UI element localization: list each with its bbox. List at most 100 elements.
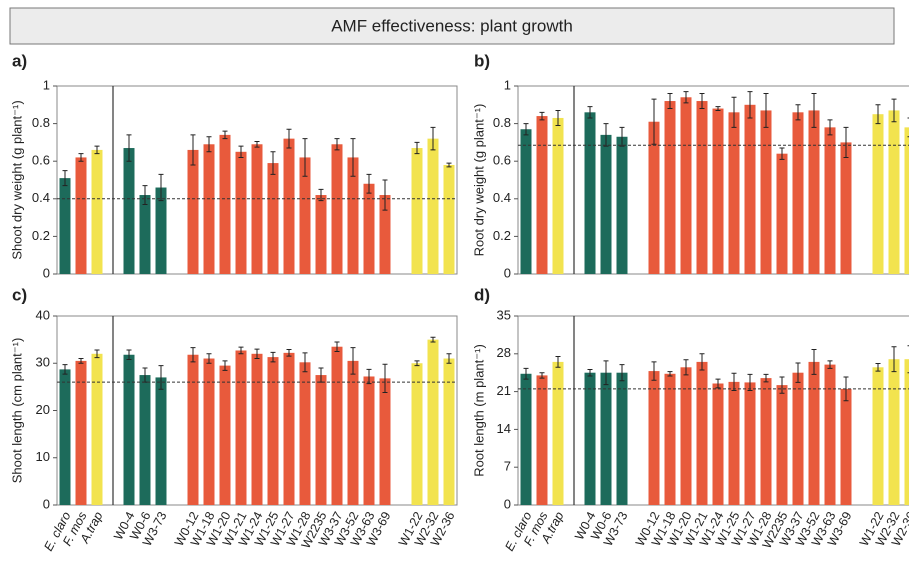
panel-label: d) [474, 285, 490, 304]
y-tick-label: 0.8 [493, 115, 511, 130]
panel-label: b) [474, 51, 490, 70]
bar [155, 377, 167, 505]
bar [347, 360, 359, 505]
bar [411, 148, 423, 274]
bar [331, 346, 343, 505]
y-tick-label: 0.6 [493, 153, 511, 168]
error-bar [414, 141, 420, 155]
bar [267, 357, 279, 505]
error-bar [142, 185, 148, 205]
error-bar [94, 145, 100, 155]
error-bar [715, 378, 721, 389]
bar [712, 108, 724, 274]
error-bar [763, 93, 769, 128]
bar [315, 195, 327, 274]
panel-label: a) [12, 51, 27, 70]
bar [616, 136, 628, 274]
bar [600, 372, 612, 505]
error-bar [683, 91, 689, 104]
bar [299, 362, 311, 505]
bar [824, 364, 836, 505]
y-tick-label: 28 [497, 345, 511, 360]
y-tick-label: 7 [504, 459, 511, 474]
error-bar [366, 173, 372, 194]
bar [872, 114, 884, 274]
bar [75, 157, 87, 274]
error-bar [334, 138, 340, 151]
bar [520, 129, 532, 274]
bar [139, 375, 151, 505]
bar [888, 359, 900, 505]
bar [443, 164, 455, 274]
error-bar [715, 106, 721, 111]
error-bar [619, 126, 625, 147]
bar [427, 138, 439, 274]
error-bar [286, 349, 292, 357]
bar [155, 187, 167, 274]
error-bar [190, 134, 196, 166]
bar [888, 110, 900, 274]
y-tick-label: 10 [36, 449, 50, 464]
y-tick-label: 1 [43, 77, 50, 92]
error-bar [446, 353, 452, 364]
y-axis-label: Root length (m plant⁻¹) [471, 344, 486, 477]
error-bar [238, 145, 244, 158]
error-bar [891, 98, 897, 123]
bar [299, 157, 311, 274]
error-bar [699, 93, 705, 110]
y-tick-label: 0.6 [32, 153, 50, 168]
error-bar [222, 130, 228, 140]
error-bar [683, 359, 689, 376]
bar [808, 110, 820, 274]
bar [187, 149, 199, 274]
y-tick-label: 1 [504, 77, 511, 92]
bar [584, 372, 596, 505]
bar [363, 376, 375, 505]
y-tick-label: 0.2 [493, 228, 511, 243]
bar [203, 358, 215, 505]
error-bar [350, 347, 356, 375]
error-bar [190, 347, 196, 363]
bar [139, 195, 151, 274]
error-bar [763, 373, 769, 383]
error-bar [907, 117, 909, 138]
error-bar [747, 91, 753, 119]
error-bar [891, 346, 897, 373]
bar [664, 373, 676, 505]
y-axis-label: Shoot dry weight (g plant⁻¹) [9, 100, 24, 259]
bar [411, 363, 423, 505]
bar [219, 365, 231, 505]
error-bar [350, 138, 356, 177]
panel-label: c) [12, 285, 27, 304]
bar [536, 116, 548, 274]
bar [728, 112, 740, 274]
bar [283, 352, 295, 505]
y-tick-label: 0 [43, 496, 50, 511]
error-bar [523, 367, 529, 380]
error-bar [254, 348, 260, 360]
error-bar [875, 363, 881, 372]
error-bar [238, 346, 244, 355]
error-bar [539, 372, 545, 379]
error-bar [827, 360, 833, 369]
error-bar [62, 170, 68, 187]
bar [123, 148, 135, 274]
error-bar [366, 368, 372, 385]
bar [664, 101, 676, 274]
y-tick-label: 0.8 [32, 115, 50, 130]
bar [427, 339, 439, 505]
bar [379, 378, 391, 505]
bar [904, 127, 909, 274]
error-bar [587, 106, 593, 119]
bar [59, 178, 71, 274]
error-bar [254, 140, 260, 148]
bar [91, 149, 103, 274]
error-bar [779, 147, 785, 160]
error-bar [651, 361, 657, 381]
error-bar [318, 188, 324, 202]
error-bar [555, 109, 561, 126]
error-bar [430, 336, 436, 343]
bar [792, 372, 804, 505]
error-bar [430, 126, 436, 151]
error-bar [795, 362, 801, 383]
